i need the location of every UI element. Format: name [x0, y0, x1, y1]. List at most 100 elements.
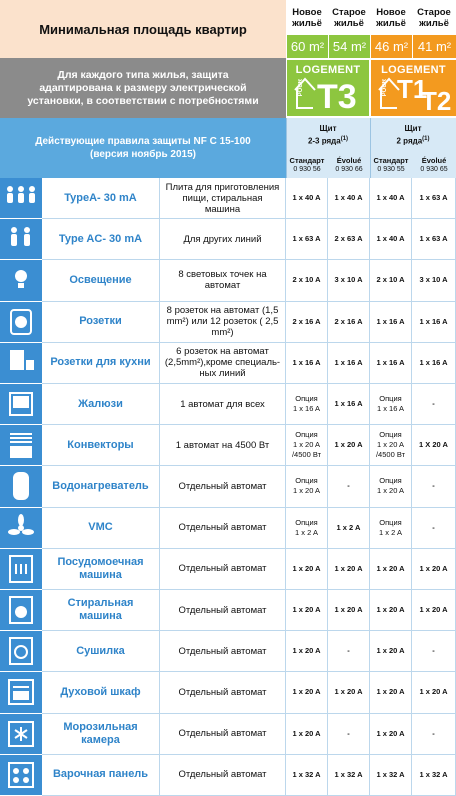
icon-shape: [10, 433, 32, 459]
icon-shape: [15, 606, 27, 619]
icon-shape: [9, 637, 33, 666]
value-cell: 1 x 16 A: [328, 342, 370, 384]
value-cell: Опция 1 x 16 A: [286, 384, 328, 426]
icon-shape: [9, 392, 33, 417]
rules: Действующие правила защиты NF C 15-100 (…: [35, 136, 251, 160]
value-cell: 1 x 20 A: [370, 548, 412, 590]
value-line: -: [432, 728, 435, 738]
icon-shape: [24, 227, 30, 234]
title-cell: Минимальная площадь квартир: [0, 0, 286, 58]
icon-shape: [23, 767, 29, 774]
panel-note: (1): [422, 135, 430, 142]
row-name: Освещение: [69, 273, 132, 286]
icon-shape: [18, 186, 24, 193]
icon-shape: [8, 513, 34, 535]
value-line: 1 x 63 A: [419, 193, 448, 203]
value-line: 1 x 32 A: [334, 769, 363, 779]
value-line: 1 x 16 A: [376, 357, 405, 367]
value-cell: 1 x 32 A: [286, 754, 328, 796]
house-line: [294, 77, 316, 109]
row-icon: [0, 342, 42, 384]
icon-shape: [7, 193, 13, 204]
row-description-cell: Отдельный автомат: [160, 507, 286, 549]
value-cell: 1 x 40 A: [370, 219, 412, 261]
value-cell: 1 x 20 A: [412, 672, 456, 714]
icon-shape: [13, 396, 29, 409]
row-name: Type AC- 30 mA: [58, 232, 143, 245]
row-description-cell: 8 розеток на автомат (1,5 mm²) или 12 ро…: [160, 301, 286, 343]
value-cell: 1 x 20 A: [286, 548, 328, 590]
icon-shape: [8, 679, 34, 706]
icon-shape: [7, 186, 35, 204]
value-cell: 1 x 20 A: [286, 672, 328, 714]
column-label: Новое жильё: [292, 6, 322, 29]
row-description-cell: Отдельный автомат: [160, 713, 286, 755]
value-cell: 3 x 10 A: [412, 260, 456, 302]
icon-shape: [9, 554, 33, 583]
row-name-cell: Розетки для кухни: [42, 342, 160, 384]
logo-word: LOGEMENT: [295, 64, 361, 76]
value-cell: 1 x 32 A: [370, 754, 412, 796]
row-name-cell: Морозильная камера: [42, 713, 160, 755]
row-description-cell: Отдельный автомат: [160, 631, 286, 673]
logo-pour: POUR: [298, 79, 304, 97]
row-icon: [0, 466, 42, 508]
row-name-cell: Стиральная машина: [42, 590, 160, 632]
value-cell: 1 x 32 A: [412, 754, 456, 796]
value-line: 1 x 40 A: [376, 193, 405, 203]
row-description-cell: Отдельный автомат: [160, 672, 286, 714]
row-icon: [0, 384, 42, 426]
icon-shape: [14, 726, 28, 741]
value-line: 1 x 20 A: [292, 687, 321, 697]
value-line: 1 x 20 A: [419, 605, 448, 615]
icon-shape: [18, 513, 24, 526]
variant-code: 0 930 65: [420, 166, 448, 173]
value-line: 1 x 40 A: [292, 193, 321, 203]
row-description-cell: Плита для приготовления пищи, стиральная…: [160, 178, 286, 220]
row-description: Плита для приготовления пищи, стиральная…: [165, 181, 280, 215]
row-name: Сушилка: [76, 644, 125, 657]
row-description: 8 розеток на автомат (1,5 mm²) или 12 ро…: [166, 305, 279, 339]
panel-size: 2 ряда: [396, 136, 423, 146]
value-cell: 1 x 20 A: [370, 713, 412, 755]
value-cell: 1 x 16 A: [286, 342, 328, 384]
row-icon: [0, 631, 42, 673]
panel-variant: Évolué 0 930 66: [328, 152, 370, 178]
area-cell: 54 m²: [328, 35, 370, 58]
value-line: -: [347, 728, 350, 738]
value-line: 1 x 16 A: [334, 357, 363, 367]
panel-variant: Стандарт 0 930 56: [286, 152, 328, 178]
value-line: 1 x 20 A: [334, 563, 363, 573]
value-cell: 2 x 63 A: [328, 219, 370, 261]
value-line: 1 x 2 A: [379, 527, 402, 537]
value-line: 1 x 32 A: [376, 769, 405, 779]
value-cell: 1 x 20 A: [328, 425, 370, 467]
icon-shape: [10, 446, 32, 459]
value-cell: -: [412, 631, 456, 673]
value-cell: Опция 1 x 20 A/4500 Вт: [286, 425, 328, 467]
row-description-cell: Отдельный автомат: [160, 466, 286, 508]
row-icon: [0, 590, 42, 632]
icon-shape: [9, 596, 33, 625]
row-description-cell: 8 световых точек на автомат: [160, 260, 286, 302]
panel-size: 2-3 ряда: [307, 136, 341, 146]
logo-word: LOGEMENT: [381, 64, 446, 76]
row-description: 1 автомат на 4500 Вт: [175, 439, 270, 451]
value-cell: 2 x 10 A: [286, 260, 328, 302]
value-cell: -: [412, 507, 456, 549]
row-description: Отдельный автомат: [178, 645, 267, 657]
panel-name: Щит: [404, 123, 422, 133]
variant-code: 0 930 56: [293, 166, 321, 173]
row-icon: [0, 219, 42, 261]
row-icon: [0, 178, 42, 220]
value-cell: Опция 1 x 20 A: [370, 466, 412, 508]
logo-label: T1: [397, 74, 428, 104]
row-icon: [0, 425, 42, 467]
value-line: 1 x 20 A: [292, 605, 321, 615]
value-cell: -: [412, 466, 456, 508]
row-icon: [0, 754, 42, 796]
value-line: 1 x 20 A: [376, 605, 405, 615]
area-value: 54 m²: [332, 39, 367, 54]
value-line: 1 x 20 A: [334, 440, 363, 450]
icon-shape: [8, 761, 34, 788]
